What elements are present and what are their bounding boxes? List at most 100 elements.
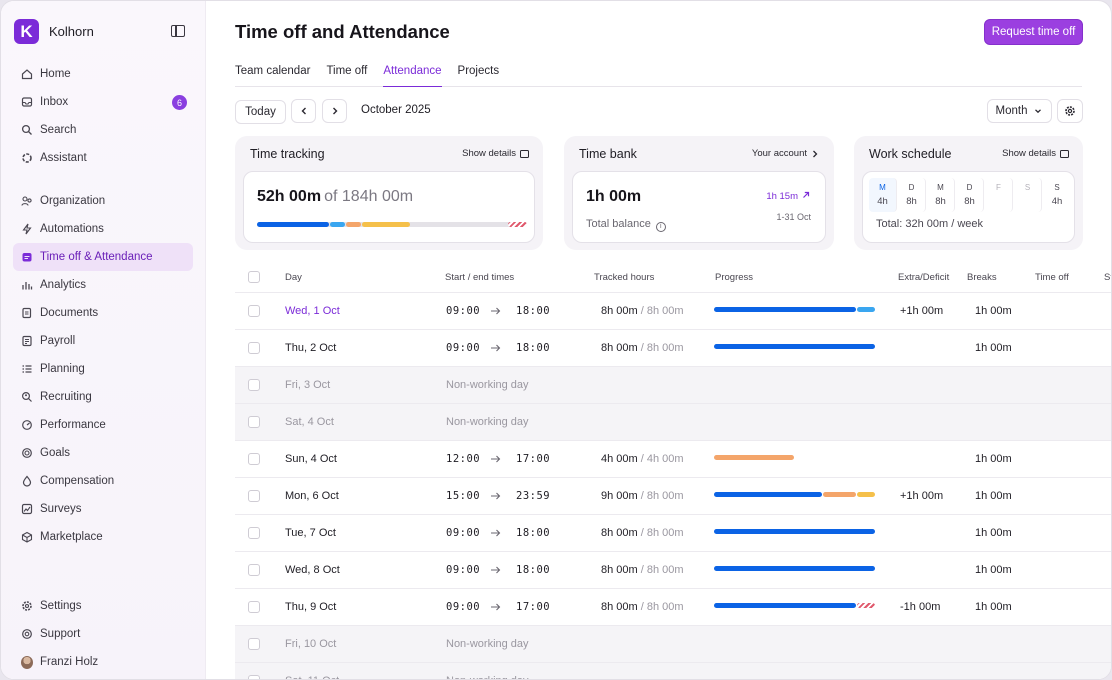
schedule-day: D 8h <box>898 178 926 212</box>
table-row[interactable]: Sat, 4 Oct Non-working day <box>235 403 1111 440</box>
table-row[interactable]: Thu, 2 Oct 09:00 18:00 8h 00m / 8h 00m 1h 00… <box>235 329 1111 366</box>
row-progress-segment <box>857 492 875 497</box>
column-start-end[interactable]: Start / end times <box>445 272 515 283</box>
settings-button[interactable] <box>1057 99 1083 123</box>
row-checkbox[interactable] <box>248 675 260 679</box>
table-row[interactable]: Sat, 11 Oct Non-working day <box>235 662 1111 679</box>
documents-icon <box>21 307 33 319</box>
sidebar-item-assistant[interactable]: Assistant <box>13 144 193 172</box>
table-row[interactable]: Fri, 3 Oct Non-working day <box>235 366 1111 403</box>
sidebar-item-settings[interactable]: Settings <box>13 592 193 620</box>
tab-attendance[interactable]: Attendance <box>383 59 442 87</box>
non-working-label: Non-working day <box>446 638 529 650</box>
sidebar-item-organization[interactable]: Organization <box>13 187 193 215</box>
sidebar-item-payroll[interactable]: Payroll <box>13 327 193 355</box>
row-start-time[interactable]: 09:00 <box>446 527 481 539</box>
row-checkbox[interactable] <box>248 527 260 539</box>
work-schedule-show-details[interactable]: Show details <box>1002 148 1069 159</box>
row-checkbox[interactable] <box>248 601 260 613</box>
nav-main: Organization Automations Time off & Attend… <box>13 187 193 551</box>
row-start-time[interactable]: 15:00 <box>446 490 481 502</box>
row-checkbox[interactable] <box>248 564 260 576</box>
row-checkbox[interactable] <box>248 379 260 391</box>
chevron-left-icon <box>301 107 306 115</box>
sidebar-item-documents[interactable]: Documents <box>13 299 193 327</box>
next-month-button[interactable] <box>322 99 347 123</box>
sidebar-item-franzi-holz[interactable]: Franzi Holz <box>13 648 193 676</box>
tab-time-off[interactable]: Time off <box>326 65 368 77</box>
previous-month-button[interactable] <box>291 99 316 123</box>
arrow-right-icon <box>491 455 501 463</box>
sidebar-toggle-icon[interactable] <box>171 25 185 37</box>
row-checkbox[interactable] <box>248 453 260 465</box>
column-progress[interactable]: Progress <box>715 272 754 283</box>
row-start-time[interactable]: 09:00 <box>446 564 481 576</box>
arrow-right-icon <box>491 566 501 574</box>
row-checkbox[interactable] <box>248 638 260 650</box>
sidebar-item-support[interactable]: Support <box>13 620 193 648</box>
sidebar-item-inbox[interactable]: Inbox 6 <box>13 88 193 116</box>
today-button[interactable]: Today <box>235 100 286 124</box>
row-day: Thu, 2 Oct <box>285 342 337 354</box>
row-target-value: / 8h 00m <box>640 601 684 613</box>
table-row[interactable]: Mon, 6 Oct 15:00 23:59 9h 00m / 8h 00m +1h 0… <box>235 477 1111 514</box>
row-end-time[interactable]: 18:00 <box>516 564 551 576</box>
sidebar-item-automations[interactable]: Automations <box>13 215 193 243</box>
row-checkbox[interactable] <box>248 416 260 428</box>
select-all-checkbox[interactable] <box>248 271 260 283</box>
table-row[interactable]: Wed, 8 Oct 09:00 18:00 8h 00m / 8h 00m 1h 00… <box>235 551 1111 588</box>
column-extra-deficit[interactable]: Extra/Deficit <box>898 272 950 283</box>
schedule-day-letter: M <box>879 183 886 192</box>
sidebar-item-home[interactable]: Home <box>13 60 193 88</box>
view-select[interactable]: Month <box>987 99 1052 123</box>
column-day[interactable]: Day <box>285 272 302 283</box>
sidebar-item-search[interactable]: Search <box>13 116 193 144</box>
table-row[interactable]: Wed, 1 Oct 09:00 18:00 8h 00m / 8h 00m +1h 0… <box>235 292 1111 329</box>
sidebar-item-surveys[interactable]: Surveys <box>13 495 193 523</box>
row-checkbox[interactable] <box>248 305 260 317</box>
total-balance-label: Total balance i <box>586 218 666 232</box>
table-row[interactable]: Fri, 10 Oct Non-working day <box>235 625 1111 662</box>
row-day: Mon, 6 Oct <box>285 490 339 502</box>
kolhorn-logo: K <box>14 19 39 44</box>
request-time-off-button[interactable]: Request time off <box>984 19 1083 45</box>
table-row[interactable]: Thu, 9 Oct 09:00 17:00 8h 00m / 8h 00m -1h 0… <box>235 588 1111 625</box>
time-bank-range: 1-31 Oct <box>776 212 811 222</box>
tab-team-calendar[interactable]: Team calendar <box>235 65 311 77</box>
row-end-time[interactable]: 18:00 <box>516 527 551 539</box>
row-start-time[interactable]: 09:00 <box>446 601 481 613</box>
table-row[interactable]: Sun, 4 Oct 12:00 17:00 4h 00m / 4h 00m 1h 00… <box>235 440 1111 477</box>
time-tracking-title: Time tracking <box>250 147 325 161</box>
sidebar-item-compensation[interactable]: Compensation <box>13 467 193 495</box>
sidebar-item-marketplace[interactable]: Marketplace <box>13 523 193 551</box>
row-start-time[interactable]: 09:00 <box>446 342 481 354</box>
row-end-time[interactable]: 23:59 <box>516 490 551 502</box>
row-checkbox[interactable] <box>248 490 260 502</box>
column-breaks[interactable]: Breaks <box>967 272 997 283</box>
tracked-total: 52h 00m of 184h 00m <box>257 188 413 206</box>
column-time-off[interactable]: Time off <box>1035 272 1069 283</box>
sidebar-item-time-off-attendance[interactable]: Time off & Attendance <box>13 243 193 271</box>
row-end-time[interactable]: 18:00 <box>516 342 551 354</box>
non-working-label: Non-working day <box>446 675 529 679</box>
info-icon[interactable]: i <box>655 222 666 232</box>
row-end-time[interactable]: 18:00 <box>516 305 551 317</box>
row-end-time[interactable]: 17:00 <box>516 601 551 613</box>
sidebar-item-planning[interactable]: Planning <box>13 355 193 383</box>
row-end-time[interactable]: 17:00 <box>516 453 551 465</box>
row-start-time[interactable]: 09:00 <box>446 305 481 317</box>
sidebar-item-analytics[interactable]: Analytics <box>13 271 193 299</box>
tab-projects[interactable]: Projects <box>457 65 500 77</box>
workspace-switcher[interactable]: K Kolhorn <box>14 19 94 44</box>
row-start-time[interactable]: 12:00 <box>446 453 481 465</box>
your-account-link[interactable]: Your account <box>752 148 820 159</box>
column-status[interactable]: St <box>1104 272 1111 283</box>
column-tracked-hours[interactable]: Tracked hours <box>594 272 655 283</box>
time-tracking-show-details[interactable]: Show details <box>462 148 529 159</box>
tracking-segment <box>257 222 329 227</box>
table-row[interactable]: Tue, 7 Oct 09:00 18:00 8h 00m / 8h 00m 1h 00… <box>235 514 1111 551</box>
sidebar-item-performance[interactable]: Performance <box>13 411 193 439</box>
sidebar-item-recruiting[interactable]: Recruiting <box>13 383 193 411</box>
row-checkbox[interactable] <box>248 342 260 354</box>
sidebar-item-goals[interactable]: Goals <box>13 439 193 467</box>
